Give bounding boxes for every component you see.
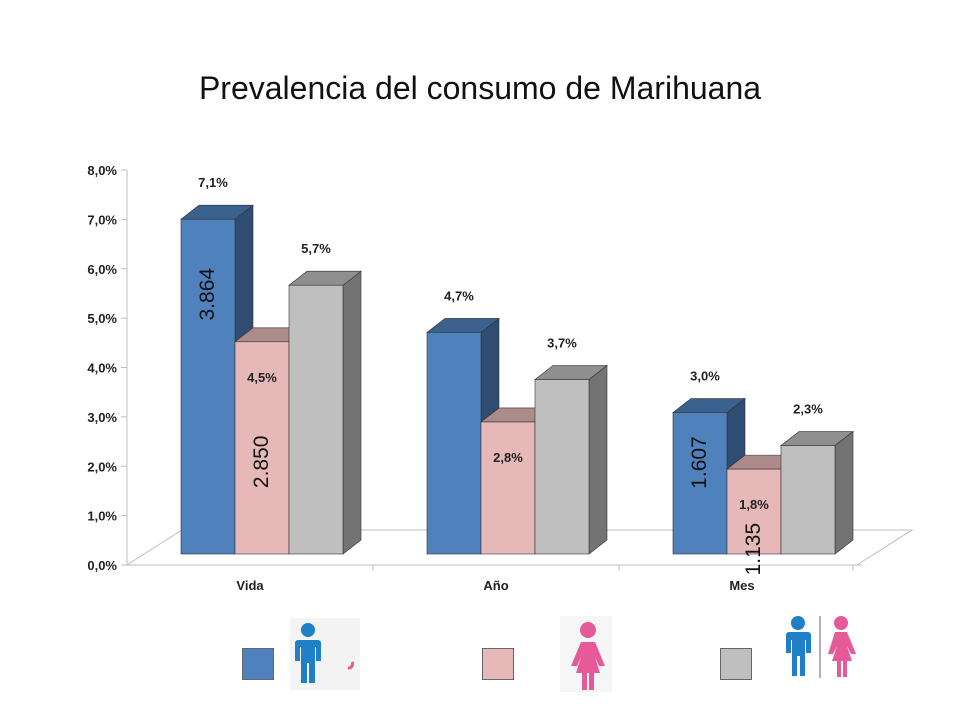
data-label: 3,7% <box>547 336 577 351</box>
legend-swatch-female <box>482 648 514 680</box>
data-label: 2,8% <box>493 450 523 465</box>
page-title: Prevalencia del consumo de Marihuana <box>198 70 762 106</box>
bar <box>426 332 482 555</box>
data-label: 5,7% <box>301 241 331 256</box>
count-label: 3.864 <box>196 268 219 321</box>
y-tick-label: 6,0% <box>87 262 117 277</box>
female-person-icon <box>560 616 612 692</box>
legend-swatch-male <box>242 648 274 680</box>
data-label: 4,5% <box>247 370 277 385</box>
y-tick-label: 8,0% <box>87 163 117 178</box>
y-tick-label: 5,0% <box>87 311 117 326</box>
male-and-female-icon <box>780 612 860 682</box>
y-tick-label: 0,0% <box>87 558 117 573</box>
bar <box>234 341 290 555</box>
bar <box>480 421 536 555</box>
bar-side <box>834 430 854 555</box>
data-label: 7,1% <box>198 175 228 190</box>
bar-side <box>588 364 608 555</box>
data-label: 4,7% <box>444 288 474 303</box>
y-tick-label: 1,0% <box>87 509 117 524</box>
bar <box>672 412 728 555</box>
bar <box>288 284 344 555</box>
legend-swatch-total <box>720 648 752 680</box>
data-label: 1,8% <box>739 497 769 512</box>
bar-chart: 0,0% 1,0% 2,0% 3,0% 4,0% 5,0% 6,0% 7,0% 8,0% 7,1%… <box>87 163 914 593</box>
count-label: 1.135 <box>742 523 765 576</box>
bar <box>180 218 236 555</box>
y-tick-label: 2,0% <box>87 459 117 474</box>
x-tick-label: Año <box>483 578 508 593</box>
legend <box>0 612 960 692</box>
x-tick-label: Vida <box>236 578 264 593</box>
bar-side <box>342 270 362 555</box>
bar <box>534 379 590 555</box>
count-label: 2.850 <box>250 436 273 489</box>
male-person-icon <box>290 618 360 690</box>
bar <box>780 445 836 555</box>
y-tick-label: 4,0% <box>87 361 117 376</box>
y-tick-label: 7,0% <box>87 212 117 227</box>
y-tick-label: 3,0% <box>87 410 117 425</box>
data-label: 3,0% <box>690 369 720 384</box>
x-tick-label: Mes <box>729 578 754 593</box>
count-label: 1.607 <box>688 436 711 489</box>
data-label: 2,3% <box>793 402 823 417</box>
bar <box>726 468 782 555</box>
